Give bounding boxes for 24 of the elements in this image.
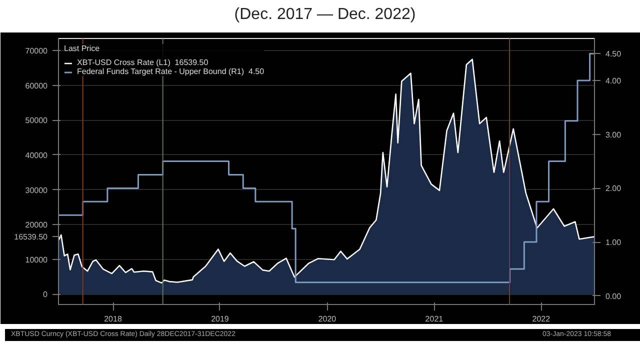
y-tick-label: 50000	[25, 116, 48, 126]
y-tick-label: 16539.50	[14, 232, 48, 242]
y-tick-label: 30000	[25, 186, 48, 195]
x-tick-label: 2022	[532, 314, 551, 324]
y2-tick-label: 1.00	[606, 238, 622, 248]
y2-tick-label: 2.00	[606, 184, 622, 194]
y2-tick-label: 0.00	[606, 292, 622, 301]
y2-tick-label: 4.50	[606, 50, 622, 59]
x-tick-label: 2021	[425, 314, 444, 324]
y2-tick-label: 3.00	[606, 130, 622, 140]
y-tick-label: 20000	[25, 220, 48, 230]
y-tick-label: 10000	[25, 255, 48, 264]
chart-title: (Dec. 2017 — Dec. 2022)	[234, 5, 416, 25]
y-tick-label: 0	[43, 290, 48, 300]
legend-title: Last Price	[64, 44, 101, 53]
x-tick-label: 2018	[104, 314, 122, 324]
y-tick-label: 60000	[25, 81, 48, 90]
y-tick-label: 70000	[25, 46, 48, 56]
x-tick-label: 2020	[318, 314, 337, 324]
legend-label: XBT-USD Cross Rate (L1) 16539.50	[77, 58, 208, 67]
y-tick-label: 40000	[25, 150, 48, 160]
x-tick-label: 2019	[211, 314, 230, 324]
legend-label: Federal Funds Target Rate - Upper Bound (R1) 4.50	[77, 67, 264, 76]
y2-tick-label: 4.00	[606, 76, 622, 86]
